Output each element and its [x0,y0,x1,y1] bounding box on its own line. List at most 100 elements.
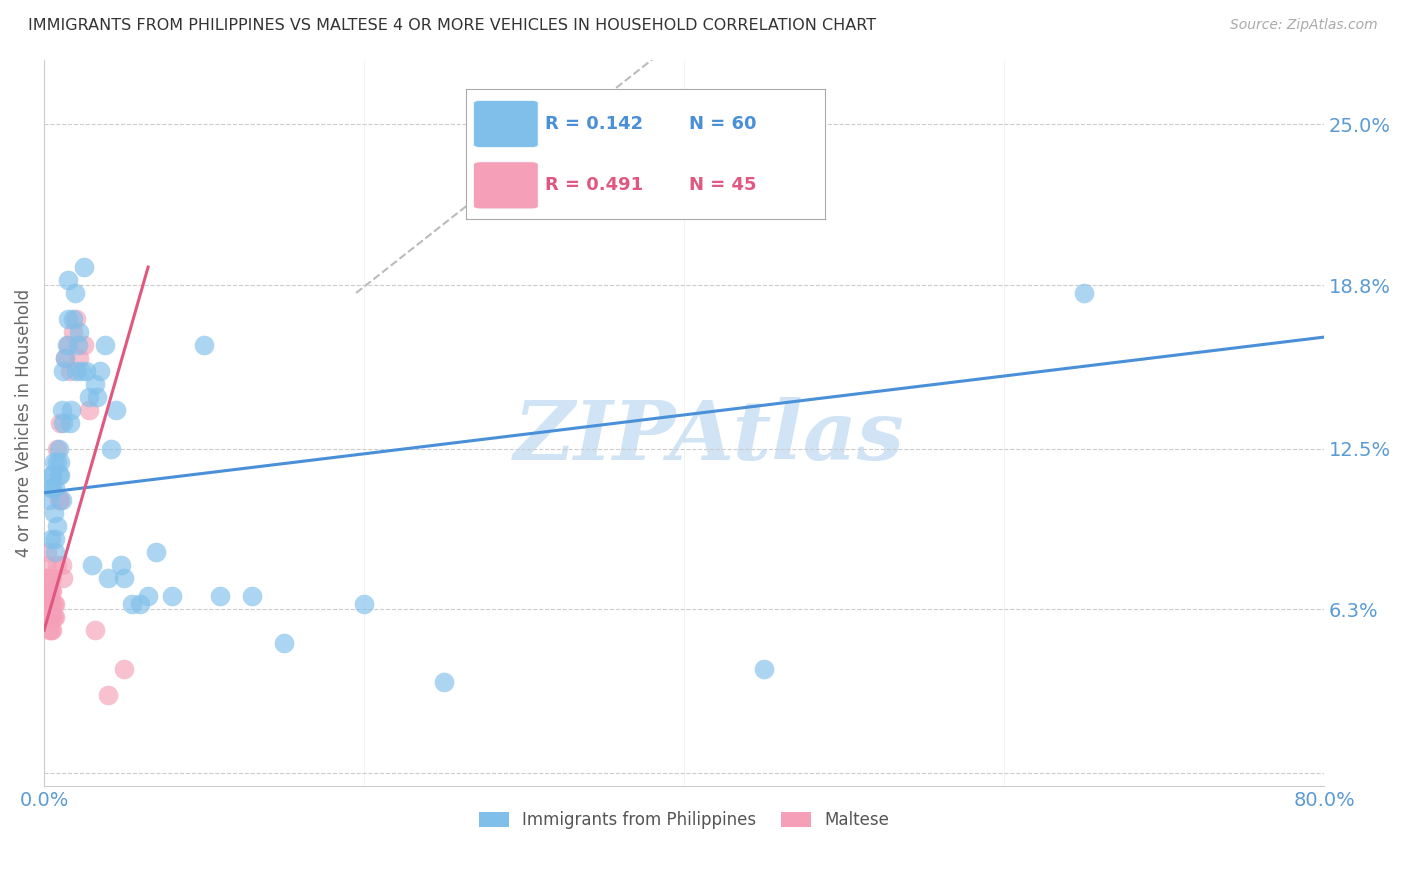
Point [44,533,66,547]
Point [433,675,456,690]
Point [59,416,82,430]
Point [39,584,62,599]
Point [129,597,152,611]
Point [75,364,97,378]
Point [60,402,83,417]
Point [56,273,79,287]
Text: Source: ZipAtlas.com: Source: ZipAtlas.com [1230,18,1378,32]
Point [56,338,79,352]
Point [44,545,66,559]
Point [177,39,200,54]
Point [353,597,375,611]
Point [38,597,60,611]
Legend: Immigrants from Philippines, Maltese: Immigrants from Philippines, Maltese [472,805,896,836]
Point [49,416,72,430]
Point [39,623,62,637]
Point [100,442,122,456]
Point [38,623,60,637]
Point [77,402,100,417]
Point [752,662,775,676]
Point [39,481,62,495]
Point [105,402,128,417]
Y-axis label: 4 or more Vehicles in Household: 4 or more Vehicles in Household [15,289,32,557]
Point [82,558,104,573]
Point [65,364,87,378]
Point [42,454,65,468]
Point [37,571,59,585]
Point [51,558,73,573]
Point [49,493,72,508]
Point [51,402,73,417]
Point [112,662,135,676]
Point [67,325,90,339]
Point [35,558,58,573]
Point [84,623,107,637]
Point [41,623,63,637]
Text: ZIPAtlas: ZIPAtlas [515,397,905,477]
Point [38,571,60,585]
Point [70,364,93,378]
Point [41,571,63,585]
Point [41,467,63,482]
Point [35,571,58,585]
Point [42,597,65,611]
Point [37,597,59,611]
Point [65,312,87,326]
Point [160,590,183,604]
Point [44,597,66,611]
Point [84,376,107,391]
Point [39,610,62,624]
Point [53,351,76,365]
Point [42,610,65,624]
Point [39,533,62,547]
Point [51,493,73,508]
Point [49,467,72,482]
Point [44,610,66,624]
Point [45,442,67,456]
Point [59,364,82,378]
Point [48,493,70,508]
Point [44,481,66,495]
Point [73,260,96,274]
Point [41,481,63,495]
Point [62,312,84,326]
Point [41,610,63,624]
Point [52,571,75,585]
Point [97,688,120,702]
Point [97,571,120,585]
Point [41,597,63,611]
Point [38,493,60,508]
Point [35,584,58,599]
Point [73,338,96,352]
Point [52,364,75,378]
Point [273,636,295,650]
Point [77,390,100,404]
Point [86,390,108,404]
Point [52,416,75,430]
Point [145,545,167,559]
Point [49,454,72,468]
Point [55,338,77,352]
Point [62,325,84,339]
Point [39,597,62,611]
Point [48,467,70,482]
Point [37,545,59,559]
Point [41,584,63,599]
Point [209,590,232,604]
Point [45,454,67,468]
Point [1073,285,1095,300]
Point [38,584,60,599]
Point [193,338,215,352]
Point [240,590,263,604]
Point [66,338,89,352]
Point [45,558,67,573]
Point [121,597,143,611]
Point [112,571,135,585]
Point [67,351,90,365]
Text: IMMIGRANTS FROM PHILIPPINES VS MALTESE 4 OR MORE VEHICLES IN HOUSEHOLD CORRELATI: IMMIGRANTS FROM PHILIPPINES VS MALTESE 4… [28,18,876,33]
Point [63,285,86,300]
Point [37,584,59,599]
Point [94,338,117,352]
Point [37,584,59,599]
Point [41,467,63,482]
